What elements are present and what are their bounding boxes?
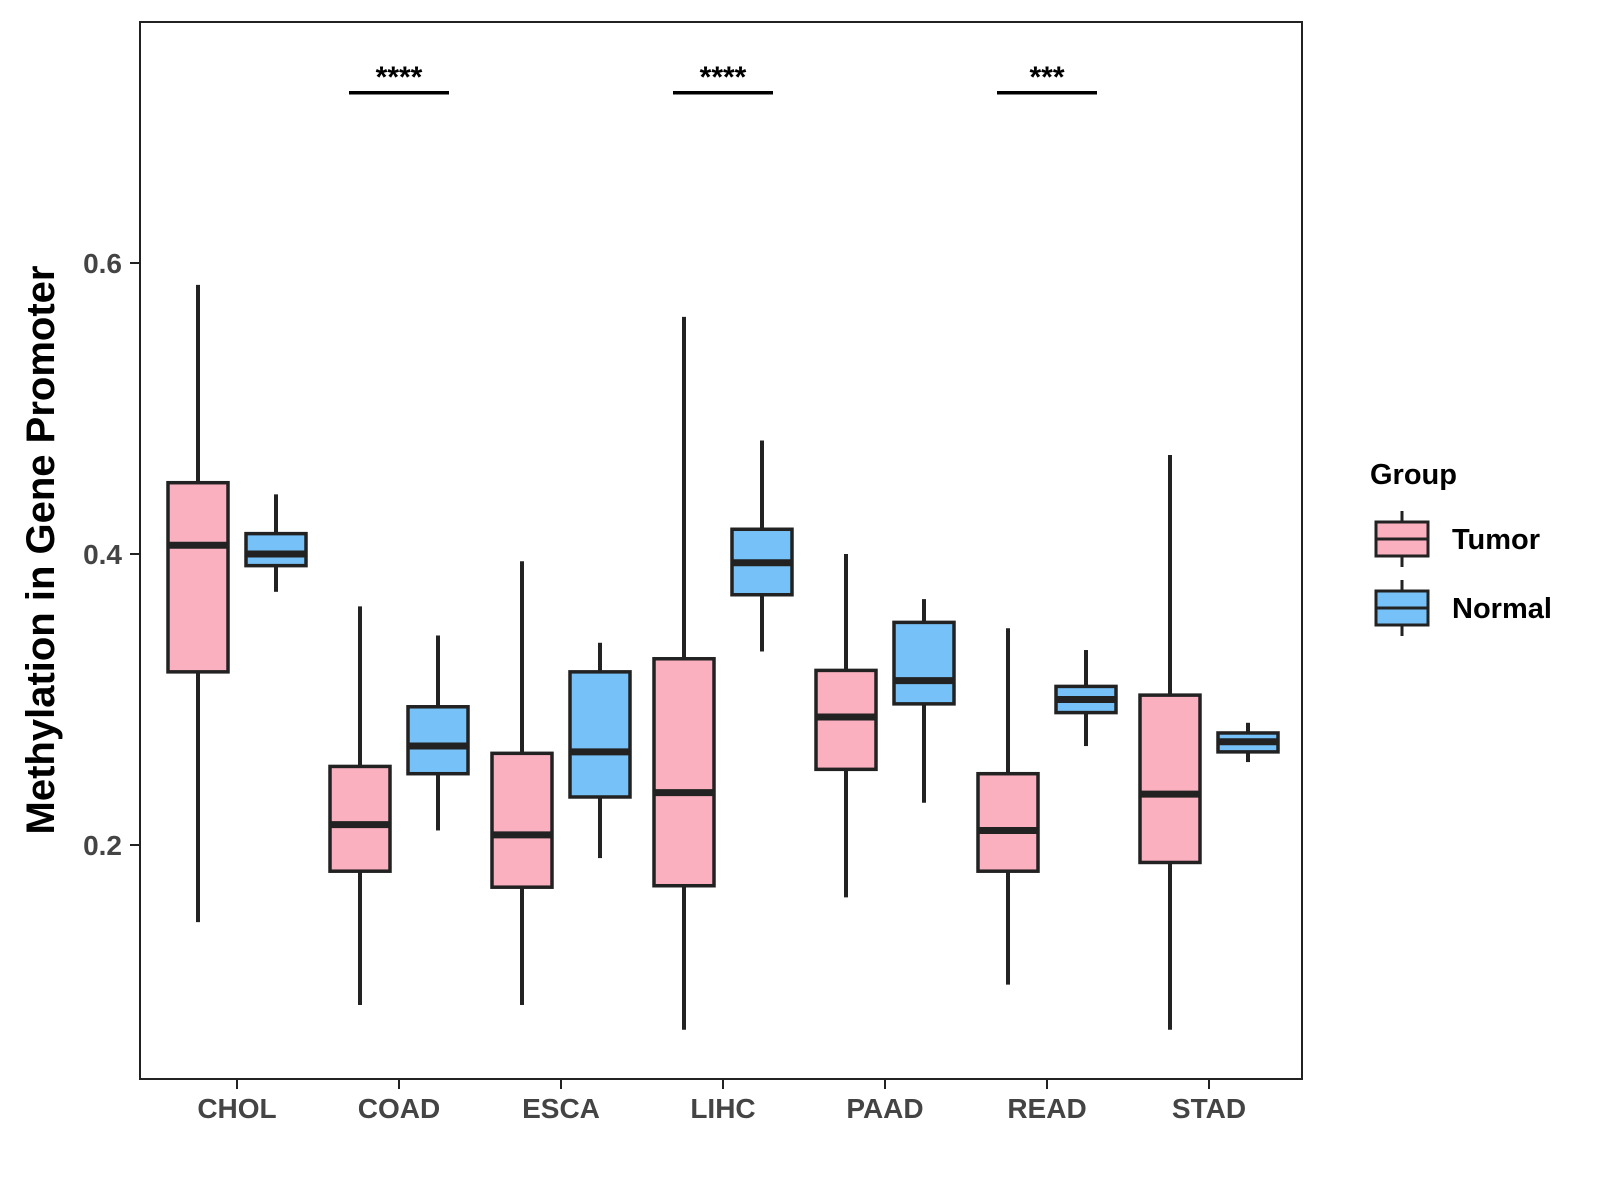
box-coad-normal [406,635,470,831]
boxes-layer [166,284,1280,1030]
box-body [568,670,632,799]
y-tick-label: 0.4 [83,539,122,570]
significance-read: *** [997,61,1097,95]
legend-label: Tumor [1452,524,1540,556]
significance-label: **** [376,61,423,94]
box-chol-tumor [166,284,230,923]
box-body [490,751,554,889]
x-tick-label: CHOL [197,1093,276,1124]
significance-label: **** [700,61,747,94]
box-lihc-normal [730,440,794,652]
box-paad-tumor [814,554,878,898]
x-axis: CHOL COAD ESCA LIHC PAAD READ STAD [197,1079,1246,1124]
box-read-tumor [976,628,1040,985]
significance-coad: **** [349,61,449,95]
box-body [892,620,956,706]
legend-title: Group [1370,459,1457,491]
legend-item-tumor: Tumor [1374,511,1540,567]
x-tick-label: LIHC [690,1093,755,1124]
x-tick-label: PAAD [846,1093,923,1124]
box-esca-normal [568,642,632,859]
box-stad-tumor [1138,455,1202,1030]
box-body [244,531,308,568]
significance-layer: **** **** *** [349,61,1097,95]
box-read-normal [1054,650,1118,747]
y-tick-label: 0.6 [83,248,122,279]
x-tick-label: STAD [1172,1093,1246,1124]
box-body [976,771,1040,873]
box-body [166,480,230,674]
box-coad-tumor [328,606,392,1006]
legend: Group Tumor Normal [1370,459,1552,636]
plot-panel-border [139,21,1303,1080]
box-body [406,705,470,776]
box-lihc-tumor [652,316,716,1030]
y-axis-title: Methylation in Gene Promoter [19,266,63,835]
legend-label: Normal [1452,593,1552,625]
y-tick-label: 0.2 [83,830,122,861]
box-paad-normal [892,599,956,803]
x-tick-label: COAD [358,1093,440,1124]
box-chol-normal [244,494,308,592]
x-tick-label: ESCA [522,1093,600,1124]
legend-item-normal: Normal [1374,580,1552,636]
box-esca-tumor [490,561,554,1006]
box-body [652,657,716,888]
significance-lihc: **** [673,61,773,95]
box-body [328,764,392,873]
x-tick-label: READ [1007,1093,1086,1124]
box-stad-normal [1216,722,1280,763]
significance-label: *** [1029,61,1064,94]
y-axis: 0.2 0.4 0.6 [83,248,140,861]
box-body [1138,693,1202,865]
